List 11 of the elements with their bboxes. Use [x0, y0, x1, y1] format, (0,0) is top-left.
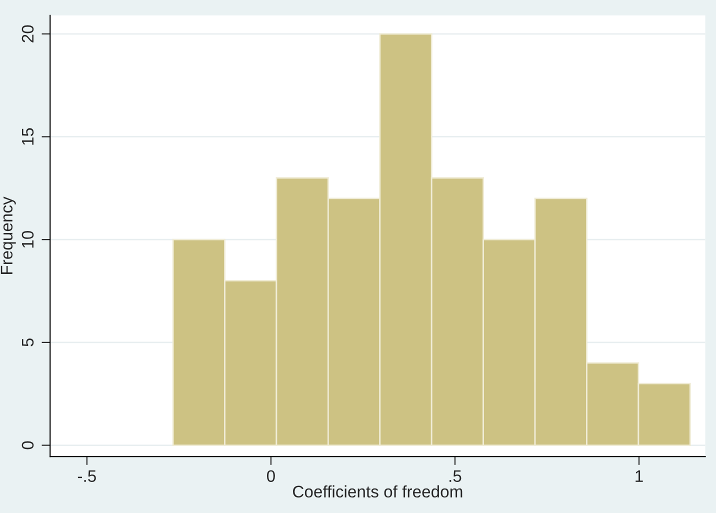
x-tick-label: 0: [266, 470, 275, 482]
y-axis-title: Frequency: [0, 196, 16, 274]
y-tick-label: 5: [22, 338, 34, 346]
y-tick-label: 0: [22, 441, 34, 450]
y-tick-label: 20: [22, 25, 34, 42]
x-tick-label: 1: [636, 470, 643, 482]
x-tick-label: -.5: [78, 470, 96, 482]
y-tick-label: 10: [22, 230, 34, 248]
y-tick-label: 15: [22, 128, 34, 145]
x-tick-label: .5: [450, 470, 462, 482]
x-axis-title: Coefficients of freedom: [293, 485, 462, 498]
